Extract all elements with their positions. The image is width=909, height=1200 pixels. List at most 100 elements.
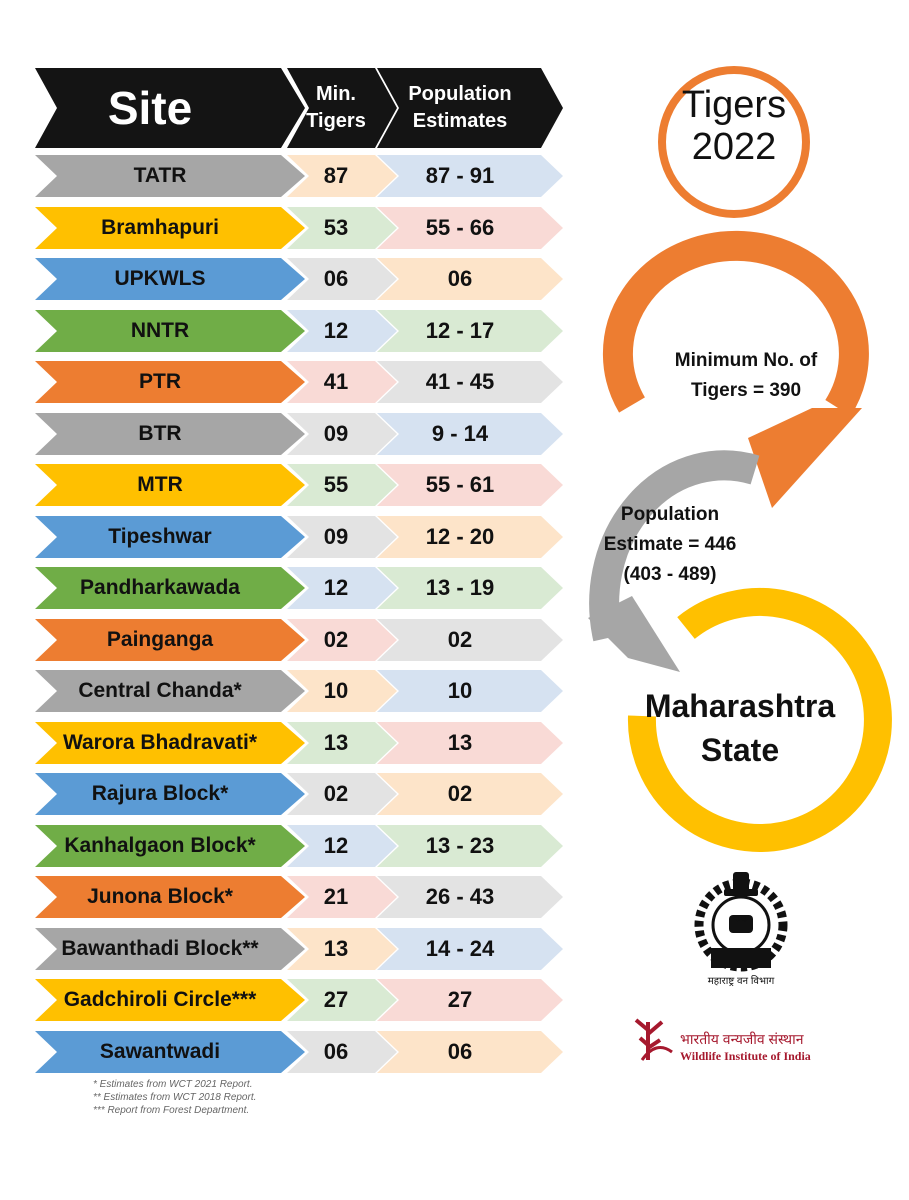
- badge-line2: 2022: [691, 126, 777, 168]
- population-estimate-cell: 12 - 20: [377, 516, 563, 558]
- min-tigers-cell-text: 12: [323, 575, 349, 600]
- site-cell-text: Bawanthadi Block**: [61, 937, 259, 960]
- population-estimate-cell-text: 06: [447, 266, 473, 291]
- population-summary: Population Estimate = 446 (403 - 489): [586, 500, 754, 590]
- site-cell: Junona Block*: [35, 876, 305, 918]
- wii-text: भारतीय वन्यजीव संस्थान Wildlife Institut…: [680, 1030, 860, 1064]
- min-tigers-cell-text: 12: [323, 833, 349, 858]
- population-estimate-cell: 9 - 14: [377, 413, 563, 455]
- min-tigers-cell-text: 12: [323, 318, 349, 343]
- population-estimate-cell: 41 - 45: [377, 361, 563, 403]
- site-cell: Kanhalgaon Block*: [35, 825, 305, 867]
- site-cell: Central Chanda*: [35, 670, 305, 712]
- population-estimate-cell-text: 9 - 14: [431, 421, 489, 446]
- state-line1: Maharashtra: [644, 688, 836, 724]
- population-estimate-cell-text: 06: [447, 1039, 473, 1064]
- min-tigers-cell-text: 55: [323, 472, 349, 497]
- population-estimate-cell-text: 27: [447, 987, 473, 1012]
- pop-line3: (403 - 489): [623, 564, 717, 585]
- header-min-line2: Tigers: [306, 110, 366, 132]
- footnote: * Estimates from WCT 2021 Report.: [93, 1079, 253, 1090]
- population-estimate-cell-text: 10: [447, 678, 473, 703]
- site-cell: BTR: [35, 413, 305, 455]
- site-cell: Pandharkawada: [35, 567, 305, 609]
- site-cell-text: Warora Bhadravati*: [62, 731, 258, 754]
- pop-line2: Estimate = 446: [603, 534, 737, 555]
- site-cell-text: Painganga: [106, 628, 214, 651]
- forest-dept-emblem: [694, 872, 788, 972]
- wii-hindi: भारतीय वन्यजीव संस्थान: [680, 1031, 804, 1047]
- min-tigers-cell-text: 21: [323, 884, 349, 909]
- site-cell-text: Tipeshwar: [108, 525, 212, 548]
- forest-dept-emblem-text: म.व.: [733, 913, 749, 923]
- orange-arrow-head: [748, 408, 862, 508]
- site-cell: PTR: [35, 361, 305, 403]
- site-cell-text: Junona Block*: [87, 885, 233, 908]
- site-cell: Painganga: [35, 619, 305, 661]
- population-estimate-cell-text: 02: [447, 781, 473, 806]
- min-tigers-cell-text: 53: [323, 215, 349, 240]
- site-cell: MTR: [35, 464, 305, 506]
- min-tigers-cell-text: 13: [323, 936, 349, 961]
- header-site-label: Site: [107, 82, 193, 134]
- site-cell: Tipeshwar: [35, 516, 305, 558]
- min-tigers-cell: 27: [287, 979, 397, 1021]
- min-tigers-cell: 02: [287, 773, 397, 815]
- site-cell: Bramhapuri: [35, 207, 305, 249]
- min-tigers-cell-text: 06: [323, 266, 349, 291]
- population-estimate-cell: 27: [377, 979, 563, 1021]
- population-estimate-cell: 13: [377, 722, 563, 764]
- population-estimate-cell-text: 41 - 45: [425, 369, 495, 394]
- site-cell: Bawanthadi Block**: [35, 928, 305, 970]
- site-cell-text: Rajura Block*: [91, 782, 229, 805]
- population-estimate-cell: 12 - 17: [377, 310, 563, 352]
- state-label: Maharashtra State: [640, 684, 840, 772]
- site-cell: NNTR: [35, 310, 305, 352]
- footnote: *** Report from Forest Department.: [93, 1105, 250, 1116]
- site-cell-text: BTR: [138, 422, 182, 445]
- population-estimate-cell-text: 02: [447, 627, 473, 652]
- min-tigers-cell-text: 87: [323, 163, 349, 188]
- min-tigers-cell-text: 09: [323, 524, 349, 549]
- site-cell-text: NNTR: [130, 319, 190, 342]
- population-estimate-cell-text: 13: [447, 730, 473, 755]
- header-min-line1: Min.: [316, 83, 356, 105]
- site-cell-text: Bramhapuri: [101, 216, 219, 239]
- population-estimate-cell: 13 - 23: [377, 825, 563, 867]
- min-tigers-cell-text: 13: [323, 730, 349, 755]
- header-pop-line2: Estimates: [412, 110, 508, 132]
- gray-arrow-head: [588, 596, 680, 672]
- site-cell: Sawantwadi: [35, 1031, 305, 1073]
- header-population-estimates: Population Estimates: [377, 68, 563, 148]
- population-estimate-cell: 10: [377, 670, 563, 712]
- wii-english: Wildlife Institute of India: [680, 1049, 811, 1063]
- footnotes: * Estimates from WCT 2021 Report. ** Est…: [93, 1078, 256, 1117]
- site-cell-text: Gadchiroli Circle***: [63, 988, 257, 1011]
- population-estimate-cell-text: 55 - 61: [425, 472, 495, 497]
- yellow-ring: [627, 587, 892, 852]
- population-estimate-cell: 02: [377, 619, 563, 661]
- footnote: ** Estimates from WCT 2018 Report.: [93, 1092, 257, 1103]
- population-estimate-cell: 55 - 61: [377, 464, 563, 506]
- state-line2: State: [700, 732, 780, 768]
- site-cell: TATR: [35, 155, 305, 197]
- population-estimate-cell: 02: [377, 773, 563, 815]
- site-cell-text: Central Chanda*: [78, 679, 242, 702]
- site-cell-text: Kanhalgaon Block*: [64, 834, 256, 857]
- pop-line1: Population: [620, 504, 720, 525]
- site-cell-text: PTR: [139, 370, 181, 393]
- population-estimate-cell-text: 26 - 43: [425, 884, 495, 909]
- population-estimate-cell: 87 - 91: [377, 155, 563, 197]
- badge-line1: Tigers: [681, 84, 787, 126]
- population-estimate-cell: 13 - 19: [377, 567, 563, 609]
- min-tigers-cell-text: 02: [323, 627, 349, 652]
- site-cell: Gadchiroli Circle***: [35, 979, 305, 1021]
- site-cell-text: Pandharkawada: [80, 576, 240, 599]
- population-estimate-cell-text: 12 - 17: [425, 318, 495, 343]
- population-estimate-cell-text: 13 - 23: [425, 833, 495, 858]
- gray-arrow-arc: [589, 450, 760, 642]
- min-tigers-cell-text: 06: [323, 1039, 349, 1064]
- population-estimate-cell: 14 - 24: [377, 928, 563, 970]
- population-estimate-cell-text: 13 - 19: [425, 575, 495, 600]
- site-cell-text: Sawantwadi: [99, 1040, 221, 1063]
